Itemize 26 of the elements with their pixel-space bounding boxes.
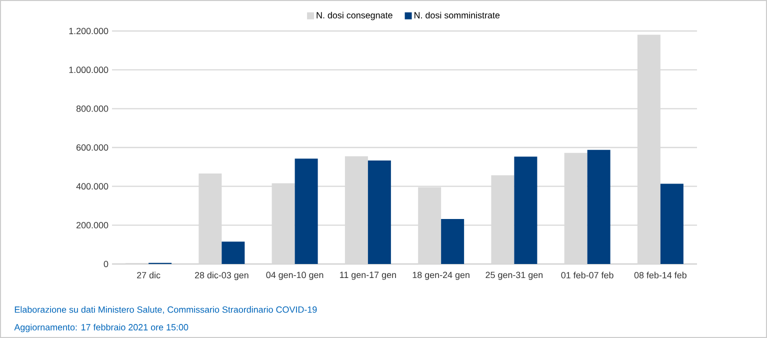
x-tick-label: 28 dic-03 gen — [194, 272, 248, 280]
y-tick-label: 0 — [104, 260, 108, 268]
bar — [441, 218, 464, 264]
bar — [294, 158, 318, 264]
bar — [587, 150, 610, 264]
x-tick-label: 11 gen-17 gen — [340, 272, 396, 280]
text: Aggiornamento: 17 febbraio 2021 ore 15:00 — [14, 324, 188, 332]
y-tick-label: 200.000 — [76, 222, 108, 228]
x-tick-label: 25 gen-31 gen — [486, 272, 543, 280]
text: Elaborazione su dati Ministero Salute, Commissario Straordinario COVID-19 — [14, 306, 317, 314]
x-tick-label: 27 dic — [137, 272, 160, 278]
legend-label: N. dosi consegnate — [316, 12, 392, 20]
legend-label: N. dosi somministrate — [414, 12, 500, 18]
bar — [222, 242, 245, 264]
bar — [660, 184, 684, 264]
y-tick-label: 1.000.000 — [69, 66, 108, 74]
x-tick-label: 04 gen-10 gen — [266, 272, 324, 280]
x-tick-label: 18 gen-24 gen — [412, 272, 470, 280]
bar — [368, 160, 391, 264]
x-tick-label: 01 feb-07 feb — [561, 272, 614, 278]
y-tick-label: 600.000 — [76, 144, 108, 151]
bar — [514, 156, 538, 264]
y-tick-label: 800.000 — [76, 105, 108, 112]
x-tick-label: 08 feb-14 feb — [634, 272, 686, 278]
y-tick-label: 1.200.000 — [69, 28, 108, 34]
y-tick-label: 400.000 — [76, 183, 108, 190]
